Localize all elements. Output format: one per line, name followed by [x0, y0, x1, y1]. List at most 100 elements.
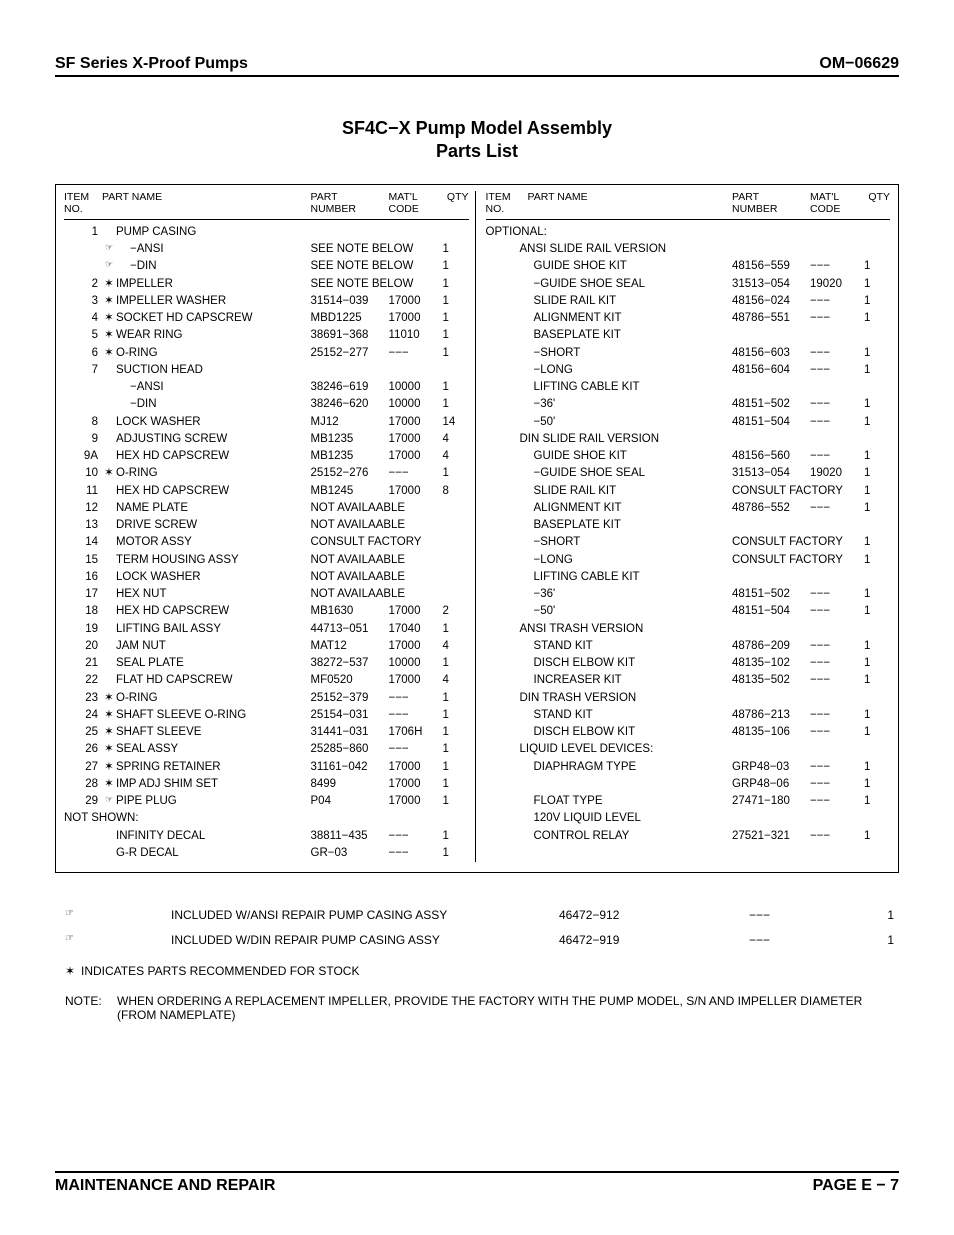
pointer-icon: ☞	[55, 928, 101, 953]
cell-matl-code	[810, 690, 858, 707]
parts-table: ITEMNO. PART NAME PARTNUMBER MAT'LCODE Q…	[55, 184, 899, 873]
star-icon: ✶	[102, 293, 116, 310]
pointer-icon: ☞	[102, 241, 116, 258]
cell-part-number	[732, 241, 810, 258]
cell-part-name: −36'	[506, 586, 733, 603]
cell-part-name: LIFTING CABLE KIT	[506, 379, 733, 396]
cell-matl-code	[389, 224, 437, 241]
cell-matl-code	[810, 431, 858, 448]
cell-item-no: 21	[64, 655, 102, 672]
cell-qty: 1	[437, 655, 469, 672]
cell-matl-code: −−−	[389, 707, 437, 724]
cell-matl-code	[810, 569, 858, 586]
cell-part-number: 38246−620	[311, 396, 389, 413]
cell-part-number: 48151−502	[732, 396, 810, 413]
cell-matl-code: 17000	[389, 414, 437, 431]
table-row: 21SEAL PLATE38272−537100001	[64, 655, 469, 672]
star-icon: ✶	[102, 690, 116, 707]
cell-qty: 4	[437, 638, 469, 655]
star-icon: ✶	[102, 759, 116, 776]
cell-matl-code: −−−	[810, 759, 858, 776]
cell-matl-code: 11010	[389, 327, 437, 344]
note-text: INCLUDED W/DIN REPAIR PUMP CASING ASSY	[101, 928, 559, 953]
cell-part-name: HEX HD CAPSCREW	[116, 483, 311, 500]
table-row: INFINITY DECAL38811−435−−−1	[64, 828, 469, 845]
cell-part-name: MOTOR ASSY	[116, 534, 311, 551]
table-row: 24✶SHAFT SLEEVE O-RING25154−031−−−1	[64, 707, 469, 724]
table-header-left: ITEMNO. PART NAME PARTNUMBER MAT'LCODE Q…	[64, 191, 469, 220]
cell-qty	[858, 621, 890, 638]
cell-mark	[102, 655, 116, 672]
cell-qty: 1	[437, 396, 469, 413]
cell-part-number: 48156−560	[732, 448, 810, 465]
th-qty: QTY	[437, 191, 469, 215]
cell-qty: 1	[437, 707, 469, 724]
table-row: LIQUID LEVEL DEVICES:	[486, 741, 891, 758]
table-row: 9ADJUSTING SCREWMB1235170004	[64, 431, 469, 448]
cell-part-number: NOT AVAILAABLE	[311, 517, 437, 534]
star-icon: ✶	[102, 776, 116, 793]
table-row: 5✶WEAR RING38691−368110101	[64, 327, 469, 344]
cell-item-no: 6	[64, 345, 102, 362]
cell-part-name: SEAL ASSY	[116, 741, 311, 758]
cell-matl-code: −−−	[810, 776, 858, 793]
table-row: −SHORT48156−603−−−1	[486, 345, 891, 362]
cell-matl-code: 17000	[389, 483, 437, 500]
table-row: SLIDE RAIL KITCONSULT FACTORY1	[486, 483, 891, 500]
cell-part-name: IMPELLER WASHER	[116, 293, 311, 310]
table-row: 7SUCTION HEAD	[64, 362, 469, 379]
cell-part-name: GUIDE SHOE KIT	[506, 448, 733, 465]
table-row: GUIDE SHOE KIT48156−559−−−1	[486, 258, 891, 275]
table-row: 22FLAT HD CAPSCREWMF0520170004	[64, 672, 469, 689]
cell-part-name: INCREASER KIT	[506, 672, 733, 689]
stock-note-text: INDICATES PARTS RECOMMENDED FOR STOCK	[81, 964, 359, 978]
table-row: 23✶O-RING25152−379−−−1	[64, 690, 469, 707]
cell-part-name: DIN TRASH VERSION	[506, 690, 733, 707]
cell-part-number: 38246−619	[311, 379, 389, 396]
cell-qty	[858, 569, 890, 586]
cell-item-no: 8	[64, 414, 102, 431]
cell-matl-code: −−−	[810, 586, 858, 603]
cell-part-number: SEE NOTE BELOW	[311, 258, 437, 275]
cell-matl-code: −−−	[810, 672, 858, 689]
cell-part-number	[732, 379, 810, 396]
cell-qty: 1	[437, 465, 469, 482]
cell-part-name: HEX HD CAPSCREW	[116, 448, 311, 465]
cell-matl-code: −−−	[810, 655, 858, 672]
cell-part-number: 31161−042	[311, 759, 389, 776]
cell-part-number: NOT AVAILAABLE	[311, 500, 437, 517]
cell-part-number: 38811−435	[311, 828, 389, 845]
order-note-label: NOTE:	[65, 994, 117, 1022]
cell-item-no: 12	[64, 500, 102, 517]
cell-part-name: −ANSI	[116, 241, 311, 258]
cell-part-name	[506, 776, 733, 793]
cell-part-name: STAND KIT	[506, 707, 733, 724]
cell-qty	[858, 379, 890, 396]
cell-part-name: STAND KIT	[506, 638, 733, 655]
table-row: −LONG48156−604−−−1	[486, 362, 891, 379]
cell-part-number	[732, 810, 810, 827]
cell-item-no: 17	[64, 586, 102, 603]
table-row: 13DRIVE SCREWNOT AVAILAABLE	[64, 517, 469, 534]
cell-qty: 1	[437, 690, 469, 707]
cell-part-number: 8499	[311, 776, 389, 793]
cell-qty	[437, 500, 469, 517]
cell-part-number: 31513−054	[732, 465, 810, 482]
table-row: GUIDE SHOE KIT48156−560−−−1	[486, 448, 891, 465]
cell-part-number: 31441−031	[311, 724, 389, 741]
table-row: BASEPLATE KIT	[486, 327, 891, 344]
note-qty: 1	[869, 928, 899, 953]
table-row: 17HEX NUTNOT AVAILAABLE	[64, 586, 469, 603]
cell-part-name: DISCH ELBOW KIT	[506, 724, 733, 741]
cell-matl-code: −−−	[810, 724, 858, 741]
table-row: DISCH ELBOW KIT48135−102−−−1	[486, 655, 891, 672]
cell-part-name: SUCTION HEAD	[116, 362, 311, 379]
cell-part-name: O-RING	[116, 345, 311, 362]
cell-part-number: MB1245	[311, 483, 389, 500]
cell-part-name: ADJUSTING SCREW	[116, 431, 311, 448]
cell-item-no: 3	[64, 293, 102, 310]
table-row: 19LIFTING BAIL ASSY44713−051170401	[64, 621, 469, 638]
cell-item-no: 19	[64, 621, 102, 638]
cell-qty: 1	[437, 327, 469, 344]
cell-mark	[102, 431, 116, 448]
